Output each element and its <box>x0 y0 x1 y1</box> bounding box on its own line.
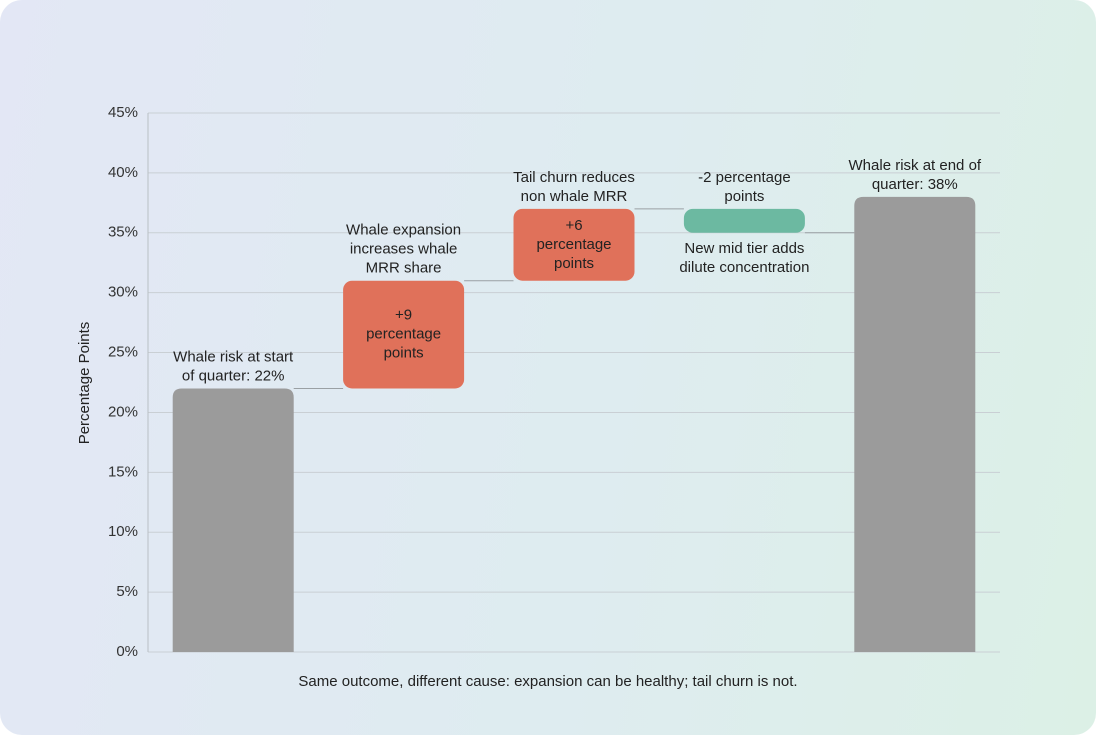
y-tick-label: 0% <box>116 643 138 660</box>
text-line: +6 <box>565 217 582 234</box>
category-label: Tail churn reduces non whale MRR <box>513 169 635 205</box>
text-line: Whale risk at end of <box>849 157 982 174</box>
text-line: dilute concentration <box>679 259 809 276</box>
value-label: +6 percentage points <box>536 217 611 272</box>
category-label: Whale risk at start of quarter: 22% <box>173 348 294 384</box>
text-line: quarter: 38% <box>872 176 958 193</box>
y-axis-label: Percentage Points <box>76 322 93 445</box>
text-line: -2 percentage <box>698 169 791 186</box>
text-line: percentage <box>366 326 441 343</box>
note: Same outcome, different cause: expansion… <box>298 673 797 690</box>
y-tick-label: 25% <box>108 344 138 361</box>
y-tick-label: 45% <box>108 104 138 121</box>
bar <box>172 388 294 652</box>
text-line: points <box>384 345 424 362</box>
bar <box>513 208 635 281</box>
y-tick-label: 15% <box>108 463 138 480</box>
text-line: Whale expansion <box>346 222 461 239</box>
y-tick-label: 20% <box>108 403 138 420</box>
y-tick-label: 35% <box>108 224 138 241</box>
category-label: Whale expansion increases whale MRR share <box>346 222 461 277</box>
text-line: increases whale <box>350 241 458 258</box>
text-line: New mid tier adds <box>684 240 804 257</box>
value-label: -2 percentage points <box>698 169 791 205</box>
bar <box>854 196 976 652</box>
text-line: Tail churn reduces <box>513 169 635 186</box>
text-line: of quarter: 22% <box>182 367 285 384</box>
text-line: +9 <box>395 307 412 324</box>
text-line: percentage <box>536 236 611 253</box>
category-label: Whale risk at end of quarter: 38% <box>849 157 982 193</box>
text-line: non whale MRR <box>521 188 628 205</box>
category-label: New mid tier adds dilute concentration <box>679 240 809 276</box>
y-tick-label: 40% <box>108 164 138 181</box>
text-line: points <box>724 188 764 205</box>
y-tick-label: 10% <box>108 523 138 540</box>
bar <box>343 280 465 389</box>
y-tick-label: 30% <box>108 284 138 301</box>
bar <box>683 208 805 233</box>
value-label: +9 percentage points <box>366 307 441 362</box>
text-line: points <box>554 255 594 272</box>
text-line: MRR share <box>366 260 442 277</box>
text-line: Whale risk at start <box>173 348 294 365</box>
y-tick-label: 5% <box>116 583 138 600</box>
